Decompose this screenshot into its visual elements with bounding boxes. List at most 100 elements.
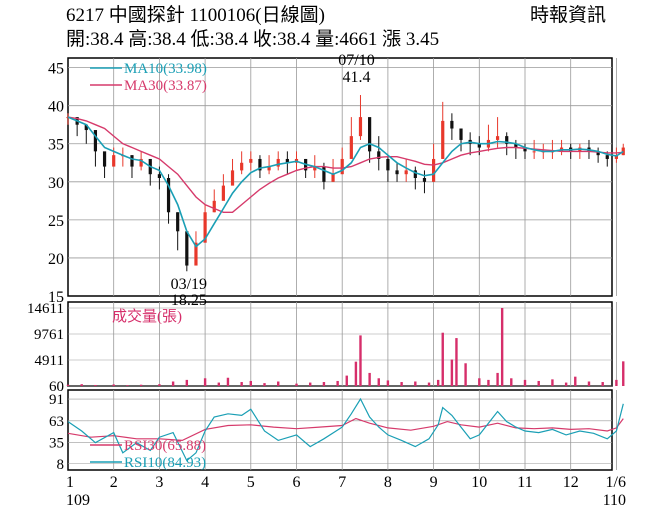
candle-body [514, 143, 518, 148]
candle-body [212, 200, 216, 213]
volume-bar [500, 308, 504, 386]
rsi10-line [67, 397, 624, 462]
rsi-y-tick-label: 91 [49, 392, 64, 408]
candle-body [450, 120, 454, 129]
candle-body [249, 158, 253, 163]
candle-body [102, 151, 107, 167]
candle-body [432, 158, 436, 182]
rsi-y-tick-label: 8 [57, 457, 65, 473]
x-tick-label: 4 [201, 474, 209, 491]
x-year-label-right: 110 [603, 492, 626, 509]
candle-body [185, 231, 189, 266]
candle-body [413, 170, 417, 178]
price-y-tick-label: 45 [48, 61, 64, 78]
volume-bar [226, 377, 230, 386]
volume-bar [377, 378, 380, 386]
candle-body [313, 166, 317, 171]
volume-bar [400, 382, 403, 386]
price-y-tick-label: 20 [48, 251, 64, 268]
candle-body [230, 170, 235, 186]
volume-bar [263, 383, 266, 386]
price-y-tick-label: 35 [48, 137, 64, 154]
volume-title: 成交量(張) [112, 307, 182, 325]
volume-bar [345, 375, 348, 386]
price-y-tick-label: 40 [48, 99, 64, 116]
volume-bar [455, 338, 458, 386]
candle-body [368, 117, 372, 152]
x-year-label-left: 109 [66, 492, 90, 509]
volume-bar [436, 379, 440, 386]
volume-bar [414, 381, 417, 386]
volume-bar [295, 383, 298, 386]
candle-body [621, 147, 625, 156]
volume-bar [277, 381, 280, 386]
candle-body [377, 151, 381, 159]
candle-body [422, 178, 427, 182]
volume-bar [309, 382, 312, 386]
annotation-date: 03/19 [171, 276, 207, 293]
volume-bar [510, 378, 513, 386]
volume-bar [564, 382, 568, 386]
candle-body [194, 242, 198, 266]
volume-bar [450, 359, 454, 386]
price-y-tick-label: 30 [48, 175, 64, 192]
x-tick-label: 5 [247, 474, 255, 491]
candle-body [395, 170, 399, 175]
volume-bar [240, 382, 243, 386]
candle-body [221, 185, 225, 201]
candle-body [459, 128, 463, 140]
candle-body [276, 158, 280, 167]
ma10-line [67, 116, 624, 248]
volume-bar [574, 376, 577, 386]
x-tick-label: 9 [430, 474, 438, 491]
x-tick-label: 6 [293, 474, 301, 491]
rsi-y-tick-label: 63 [49, 414, 64, 430]
rsi30-line [67, 417, 624, 442]
volume-bar [622, 361, 625, 386]
panel-frame-0 [67, 57, 613, 297]
volume-bar [587, 381, 591, 386]
volume-y-tick-label: 4911 [35, 353, 64, 369]
source-label: 時報資訊 [530, 5, 607, 26]
chart-title: 6217 中國探針 1100106(日線圖) [66, 5, 325, 26]
annotation-date: 07/10 [338, 52, 374, 69]
candle-body [130, 155, 134, 167]
candle-body [166, 178, 171, 213]
candle-body [331, 174, 335, 182]
candle-body [495, 136, 500, 140]
x-tick-label: 3 [155, 474, 163, 491]
candle-body [532, 151, 536, 153]
volume-bar [322, 382, 326, 386]
volume-bar [523, 379, 527, 386]
candle-body [285, 158, 289, 163]
volume-bar [427, 382, 431, 386]
volume-bar [171, 381, 175, 386]
price-legend-label: MA30(33.87) [124, 78, 207, 94]
rsi-y-tick-label: 35 [49, 436, 64, 452]
candle-body [605, 155, 609, 159]
quote-line: 開:38.4 高:38.4 低:38.4 收:38.4 量:4661 漲 3.4… [66, 29, 440, 50]
candle-body [176, 212, 180, 232]
volume-bar [441, 332, 444, 386]
candle-body [523, 147, 527, 152]
volume-bar [496, 372, 499, 386]
volume-bar [368, 372, 371, 386]
volume-bar [66, 384, 70, 386]
x-tick-label: 8 [384, 474, 392, 491]
candle-body [441, 120, 445, 159]
volume-bar [336, 380, 339, 386]
candle-body [157, 174, 161, 178]
volume-bar [80, 384, 83, 386]
volume-bar [217, 382, 221, 386]
volume-y-tick-label: 9761 [34, 327, 64, 343]
candle-body [322, 166, 326, 182]
volume-bar [478, 378, 481, 386]
volume-bar [601, 382, 604, 386]
x-tick-label: 12 [563, 474, 579, 491]
annotation-value: 18.25 [171, 292, 207, 309]
volume-bar [386, 380, 390, 386]
x-tick-label: 7 [338, 474, 346, 491]
volume-bar [615, 379, 618, 386]
candle-body [258, 158, 262, 171]
